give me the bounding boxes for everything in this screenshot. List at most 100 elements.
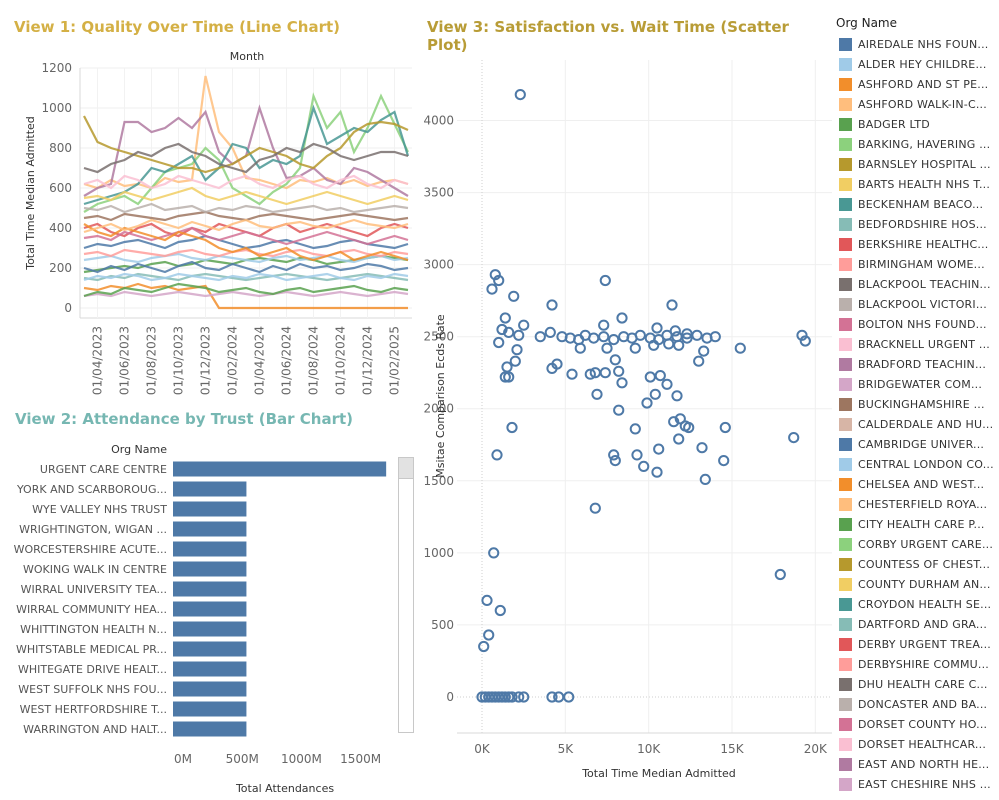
scatter-point bbox=[589, 502, 601, 514]
legend-item[interactable]: CITY HEALTH CARE P... bbox=[836, 514, 999, 534]
legend-item[interactable]: ALDER HEY CHILDRE... bbox=[836, 54, 999, 74]
legend-item[interactable]: DORSET COUNTY HO... bbox=[836, 714, 999, 734]
scatter-point bbox=[553, 691, 565, 703]
legend-item[interactable]: DONCASTER AND BA... bbox=[836, 694, 999, 714]
legend-swatch bbox=[839, 557, 852, 571]
legend-item[interactable]: DERBYSHIRE COMMU... bbox=[836, 654, 999, 674]
legend-item[interactable]: BRACKNELL URGENT ... bbox=[836, 334, 999, 354]
bar-chart-scrollbar[interactable] bbox=[398, 457, 414, 733]
legend-item[interactable]: BRIDGEWATER COM... bbox=[836, 374, 999, 394]
legend-label: DERBY URGENT TREA... bbox=[858, 637, 991, 651]
bar-chart[interactable]: Org Name URGENT CARE CENTRE YORK AND SCARB… bbox=[0, 420, 420, 800]
x-tick-label: 01/04/2023 bbox=[91, 326, 105, 395]
legend-item[interactable]: CORBY URGENT CARE... bbox=[836, 534, 999, 554]
legend-label: BRACKNELL URGENT ... bbox=[858, 337, 991, 351]
line-chart[interactable]: Month 0 200 400 600 800 1000 1200 01/04/2023 01/0… bbox=[0, 0, 420, 400]
scatter-point bbox=[566, 368, 578, 380]
x-axis-title: Total Attendances bbox=[235, 782, 334, 795]
legend-item[interactable]: BECKENHAM BEACO... bbox=[836, 194, 999, 214]
legend-item[interactable]: CAMBRIDGE UNIVER... bbox=[836, 434, 999, 454]
legend-label: CROYDON HEALTH SE... bbox=[858, 597, 992, 611]
legend-item[interactable]: COUNTESS OF CHEST... bbox=[836, 554, 999, 574]
scatter-point bbox=[601, 342, 613, 354]
scatter-point bbox=[651, 322, 663, 334]
color-legend: Org Name AIREDALE NHS FOUN... ALDER HEY C… bbox=[836, 14, 999, 794]
legend-item[interactable]: BARTS HEALTH NHS T... bbox=[836, 174, 999, 194]
bar bbox=[173, 721, 247, 737]
legend-label: EAST CHESHIRE NHS ... bbox=[858, 777, 991, 791]
bar-category-label: WARRINGTON AND HALT... bbox=[23, 723, 167, 736]
legend-item[interactable]: ASHFORD WALK-IN-C... bbox=[836, 94, 999, 114]
x-tick-label: 01/02/2025 bbox=[388, 326, 402, 395]
scatter-point bbox=[673, 433, 685, 445]
legend-item[interactable]: DERBY URGENT TREA... bbox=[836, 634, 999, 654]
legend-item[interactable]: BUCKINGHAMSHIRE ... bbox=[836, 394, 999, 414]
scatter-point bbox=[514, 89, 526, 101]
legend-label: DONCASTER AND BA... bbox=[858, 697, 988, 711]
legend-item[interactable]: BLACKPOOL VICTORI... bbox=[836, 294, 999, 314]
legend-item[interactable]: BARKING, HAVERING ... bbox=[836, 134, 999, 154]
legend-item[interactable]: CHELSEA AND WEST... bbox=[836, 474, 999, 494]
legend-swatch bbox=[839, 637, 852, 651]
legend-item[interactable]: BADGER LTD bbox=[836, 114, 999, 134]
x-tick-label: 15K bbox=[720, 742, 744, 756]
scatter-point bbox=[499, 691, 511, 703]
legend-swatch bbox=[839, 97, 852, 111]
legend-item[interactable]: DHU HEALTH CARE C... bbox=[836, 674, 999, 694]
legend-item[interactable]: CHESTERFIELD ROYA... bbox=[836, 494, 999, 514]
legend-item[interactable]: CENTRAL LONDON CO... bbox=[836, 454, 999, 474]
scatter-point bbox=[518, 691, 530, 703]
legend-label: ALDER HEY CHILDRE... bbox=[858, 57, 987, 71]
legend-item[interactable]: CALDERDALE AND HU... bbox=[836, 414, 999, 434]
legend-item[interactable]: BLACKPOOL TEACHIN... bbox=[836, 274, 999, 294]
x-tick-label: 500M bbox=[226, 752, 259, 766]
legend-swatch bbox=[839, 457, 852, 471]
scatter-point bbox=[696, 442, 708, 454]
legend-label: BARKING, HAVERING ... bbox=[858, 137, 991, 151]
legend-swatch bbox=[839, 417, 852, 431]
bar bbox=[173, 661, 247, 677]
legend-label: CITY HEALTH CARE P... bbox=[858, 517, 985, 531]
scatter-point bbox=[546, 691, 558, 703]
legend-label: DERBYSHIRE COMMU... bbox=[858, 657, 989, 671]
series-line bbox=[83, 202, 409, 214]
legend-item[interactable]: EAST AND NORTH HE... bbox=[836, 754, 999, 774]
legend-item[interactable]: BRADFORD TEACHIN... bbox=[836, 354, 999, 374]
legend-label: COUNTESS OF CHEST... bbox=[858, 557, 991, 571]
scatter-chart[interactable]: 0 500 1000 1500 2000 2500 3000 3500 4000 0K 5K 10K 1… bbox=[420, 0, 840, 800]
y-axis-title: Msitae Comparison Ecds Rate bbox=[434, 314, 447, 478]
legend-label: EAST AND NORTH HE... bbox=[858, 757, 990, 771]
legend-swatch bbox=[839, 317, 852, 331]
legend-item[interactable]: AIREDALE NHS FOUN... bbox=[836, 34, 999, 54]
legend-label: BERKSHIRE HEALTHC... bbox=[858, 237, 989, 251]
legend-item[interactable]: COUNTY DURHAM AN... bbox=[836, 574, 999, 594]
series-line bbox=[83, 226, 409, 246]
bar-category-label: WHITTINGTON HEALTH N... bbox=[20, 623, 167, 636]
legend-item[interactable]: BARNSLEY HOSPITAL ... bbox=[836, 154, 999, 174]
scatter-point bbox=[544, 326, 556, 338]
legend-item[interactable]: EAST CHESHIRE NHS ... bbox=[836, 774, 999, 794]
scatter-point bbox=[654, 370, 666, 382]
bar-category-label: WIRRAL COMMUNITY HEA... bbox=[16, 603, 167, 616]
series-line bbox=[83, 290, 409, 298]
legend-item[interactable]: BOLTON NHS FOUND... bbox=[836, 314, 999, 334]
scatter-point bbox=[491, 449, 503, 461]
legend-swatch bbox=[839, 657, 852, 671]
legend-item[interactable]: BEDFORDSHIRE HOS... bbox=[836, 214, 999, 234]
legend-label: CHELSEA AND WEST... bbox=[858, 477, 985, 491]
scatter-point bbox=[503, 326, 515, 338]
legend-item[interactable]: BERKSHIRE HEALTHC... bbox=[836, 234, 999, 254]
series-line bbox=[83, 248, 409, 258]
y-tick-label: 1500 bbox=[423, 474, 454, 488]
scrollbar-thumb[interactable] bbox=[399, 458, 413, 479]
legend-swatch bbox=[839, 497, 852, 511]
legend-item[interactable]: DORSET HEALTHCAR... bbox=[836, 734, 999, 754]
legend-label: BLACKPOOL VICTORI... bbox=[858, 297, 987, 311]
scatter-point bbox=[679, 420, 691, 432]
legend-title: Org Name bbox=[836, 16, 898, 30]
legend-item[interactable]: ASHFORD AND ST PE... bbox=[836, 74, 999, 94]
legend-item[interactable]: CROYDON HEALTH SE... bbox=[836, 594, 999, 614]
line-chart-header: Month bbox=[230, 50, 265, 63]
legend-item[interactable]: BIRMINGHAM WOME... bbox=[836, 254, 999, 274]
legend-item[interactable]: DARTFORD AND GRA... bbox=[836, 614, 999, 634]
